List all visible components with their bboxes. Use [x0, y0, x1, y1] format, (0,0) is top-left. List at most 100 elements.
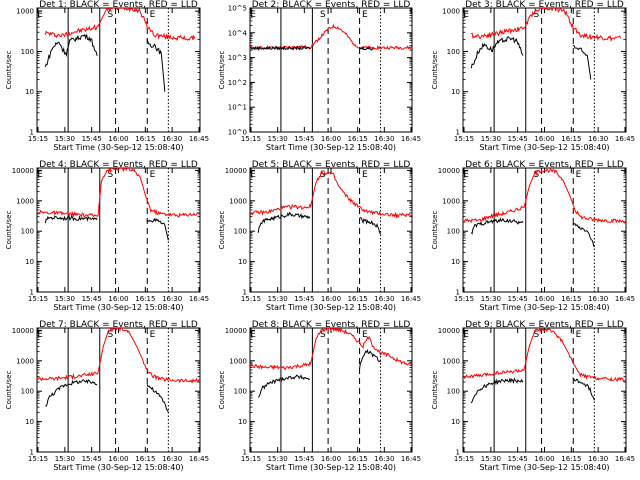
x-tick-label: 15:15 — [28, 455, 48, 463]
marker-letter: S — [320, 170, 326, 180]
x-tick-label: 16:45 — [401, 135, 421, 143]
x-axis-label: Start Time (30-Sep-12 15:08:40) — [266, 143, 396, 152]
y-tick-label: 1000 — [229, 357, 247, 365]
x-tick-label: 16:00 — [108, 295, 128, 303]
x-axis-label: Start Time (30-Sep-12 15:08:40) — [53, 143, 183, 152]
y-tick-label: 10^4 — [228, 29, 248, 37]
x-axis-label: Start Time (30-Sep-12 15:08:40) — [266, 303, 396, 312]
plot-title: Det 2: BLACK = Events, RED = LLD — [252, 0, 411, 10]
x-tick-label: 15:45 — [82, 295, 102, 303]
x-tick-label: 15:45 — [294, 295, 314, 303]
y-tick-label: 100 — [447, 48, 460, 56]
marker-letter: E — [576, 10, 582, 20]
x-tick-label: 16:45 — [615, 295, 635, 303]
plot-title: Det 7: BLACK = Events, RED = LLD — [39, 320, 198, 330]
y-tick-label: 100 — [21, 228, 34, 236]
x-tick-label: 15:15 — [454, 135, 474, 143]
y-tick-label: 10^5 — [228, 5, 247, 13]
plot-frame — [462, 7, 627, 133]
x-tick-label: 16:30 — [588, 135, 608, 143]
plot-frame — [36, 167, 201, 293]
events-series-line — [470, 217, 595, 248]
x-tick-label: 16:00 — [534, 135, 554, 143]
x-tick-label: 16:45 — [401, 295, 421, 303]
events-series-line — [257, 348, 381, 398]
events-series-line — [250, 45, 374, 52]
marker-letter: E — [250, 170, 256, 180]
x-tick-label: 15:30 — [268, 455, 288, 463]
y-tick-label: 10 — [238, 258, 247, 266]
plot-title: Det 3: BLACK = Events, RED = LLD — [465, 0, 624, 10]
plot-title: Det 1: BLACK = Events, RED = LLD — [39, 0, 198, 10]
plot-frame — [36, 7, 201, 133]
x-tick-label: 16:00 — [321, 135, 341, 143]
y-tick-label: 10^3 — [228, 54, 247, 62]
marker-letter: E — [37, 330, 43, 340]
y-axis-label: Counts/sec — [218, 211, 226, 250]
detector-panel-2: Det 2: BLACK = Events, RED = LLD 10^0 10^1… — [218, 0, 421, 152]
y-tick-label: 100 — [234, 388, 247, 396]
plot-title: Det 5: BLACK = Events, RED = LLD — [252, 160, 411, 170]
x-tick-label: 16:00 — [108, 455, 128, 463]
y-tick-label: 1 — [243, 289, 247, 297]
y-tick-label: 10^2 — [228, 79, 247, 87]
marker-letter: S — [533, 330, 539, 340]
x-tick-label: 16:30 — [588, 295, 608, 303]
y-tick-label: 10000 — [225, 327, 247, 335]
marker-letter: E — [37, 170, 43, 180]
y-axis-label: Counts/sec — [218, 371, 226, 410]
y-tick-label: 10^1 — [228, 104, 247, 112]
y-tick-label: 100 — [234, 228, 247, 236]
y-tick-label: 1 — [30, 129, 34, 137]
x-tick-label: 16:30 — [162, 295, 182, 303]
x-tick-label: 15:15 — [454, 295, 474, 303]
y-tick-label: 1000 — [229, 197, 247, 205]
lld-series-line — [37, 328, 200, 384]
lld-series-line — [44, 8, 196, 42]
x-axis-label: Start Time (30-Sep-12 15:08:40) — [479, 303, 609, 312]
y-tick-label: 1000 — [16, 8, 34, 16]
x-axis-label: Start Time (30-Sep-12 15:08:40) — [479, 143, 609, 152]
marker-letter: S — [320, 10, 326, 20]
y-tick-label: 100 — [21, 388, 34, 396]
y-axis-label: Counts/sec — [5, 211, 13, 250]
plot-title: Det 9: BLACK = Events, RED = LLD — [465, 320, 624, 330]
y-tick-label: 10000 — [438, 167, 460, 175]
x-tick-label: 16:00 — [108, 135, 128, 143]
x-tick-label: 15:30 — [55, 135, 75, 143]
marker-letter: E — [362, 10, 368, 20]
marker-letter: E — [250, 330, 256, 340]
x-tick-label: 15:15 — [241, 455, 261, 463]
plot-title: Det 8: BLACK = Events, RED = LLD — [252, 320, 411, 330]
x-tick-label: 16:30 — [162, 455, 182, 463]
marker-letter: S — [107, 330, 113, 340]
y-tick-label: 1 — [30, 449, 34, 457]
x-tick-label: 15:15 — [241, 135, 261, 143]
x-tick-label: 15:30 — [481, 295, 501, 303]
detector-panel-6: Det 6: BLACK = Events, RED = LLD 1 10 100 10… — [431, 160, 635, 312]
x-tick-label: 16:30 — [374, 135, 394, 143]
x-tick-label: 16:30 — [374, 295, 394, 303]
x-tick-label: 16:45 — [189, 295, 209, 303]
y-tick-label: 10 — [25, 418, 34, 426]
x-tick-label: 15:30 — [268, 295, 288, 303]
plot-frame — [249, 7, 413, 133]
x-tick-label: 15:15 — [28, 295, 48, 303]
y-tick-label: 10 — [25, 88, 34, 96]
y-tick-label: 10000 — [12, 327, 34, 335]
x-tick-label: 16:30 — [162, 135, 182, 143]
marker-letter: E — [150, 330, 156, 340]
x-tick-label: 16:00 — [534, 455, 554, 463]
x-tick-label: 15:15 — [28, 135, 48, 143]
x-tick-label: 16:45 — [401, 455, 421, 463]
detector-panel-8: Det 8: BLACK = Events, RED = LLD 1 10 100 10… — [218, 320, 421, 472]
detector-panel-1: Det 1: BLACK = Events, RED = LLD 1 10 100 10… — [5, 0, 209, 152]
x-tick-label: 15:45 — [294, 135, 314, 143]
x-tick-label: 16:45 — [615, 455, 635, 463]
x-tick-label: 16:45 — [189, 135, 209, 143]
y-axis-label: Counts/sec — [218, 51, 226, 90]
x-tick-label: 15:30 — [55, 295, 75, 303]
lld-series-line — [37, 168, 200, 219]
plot-frame — [462, 167, 627, 293]
